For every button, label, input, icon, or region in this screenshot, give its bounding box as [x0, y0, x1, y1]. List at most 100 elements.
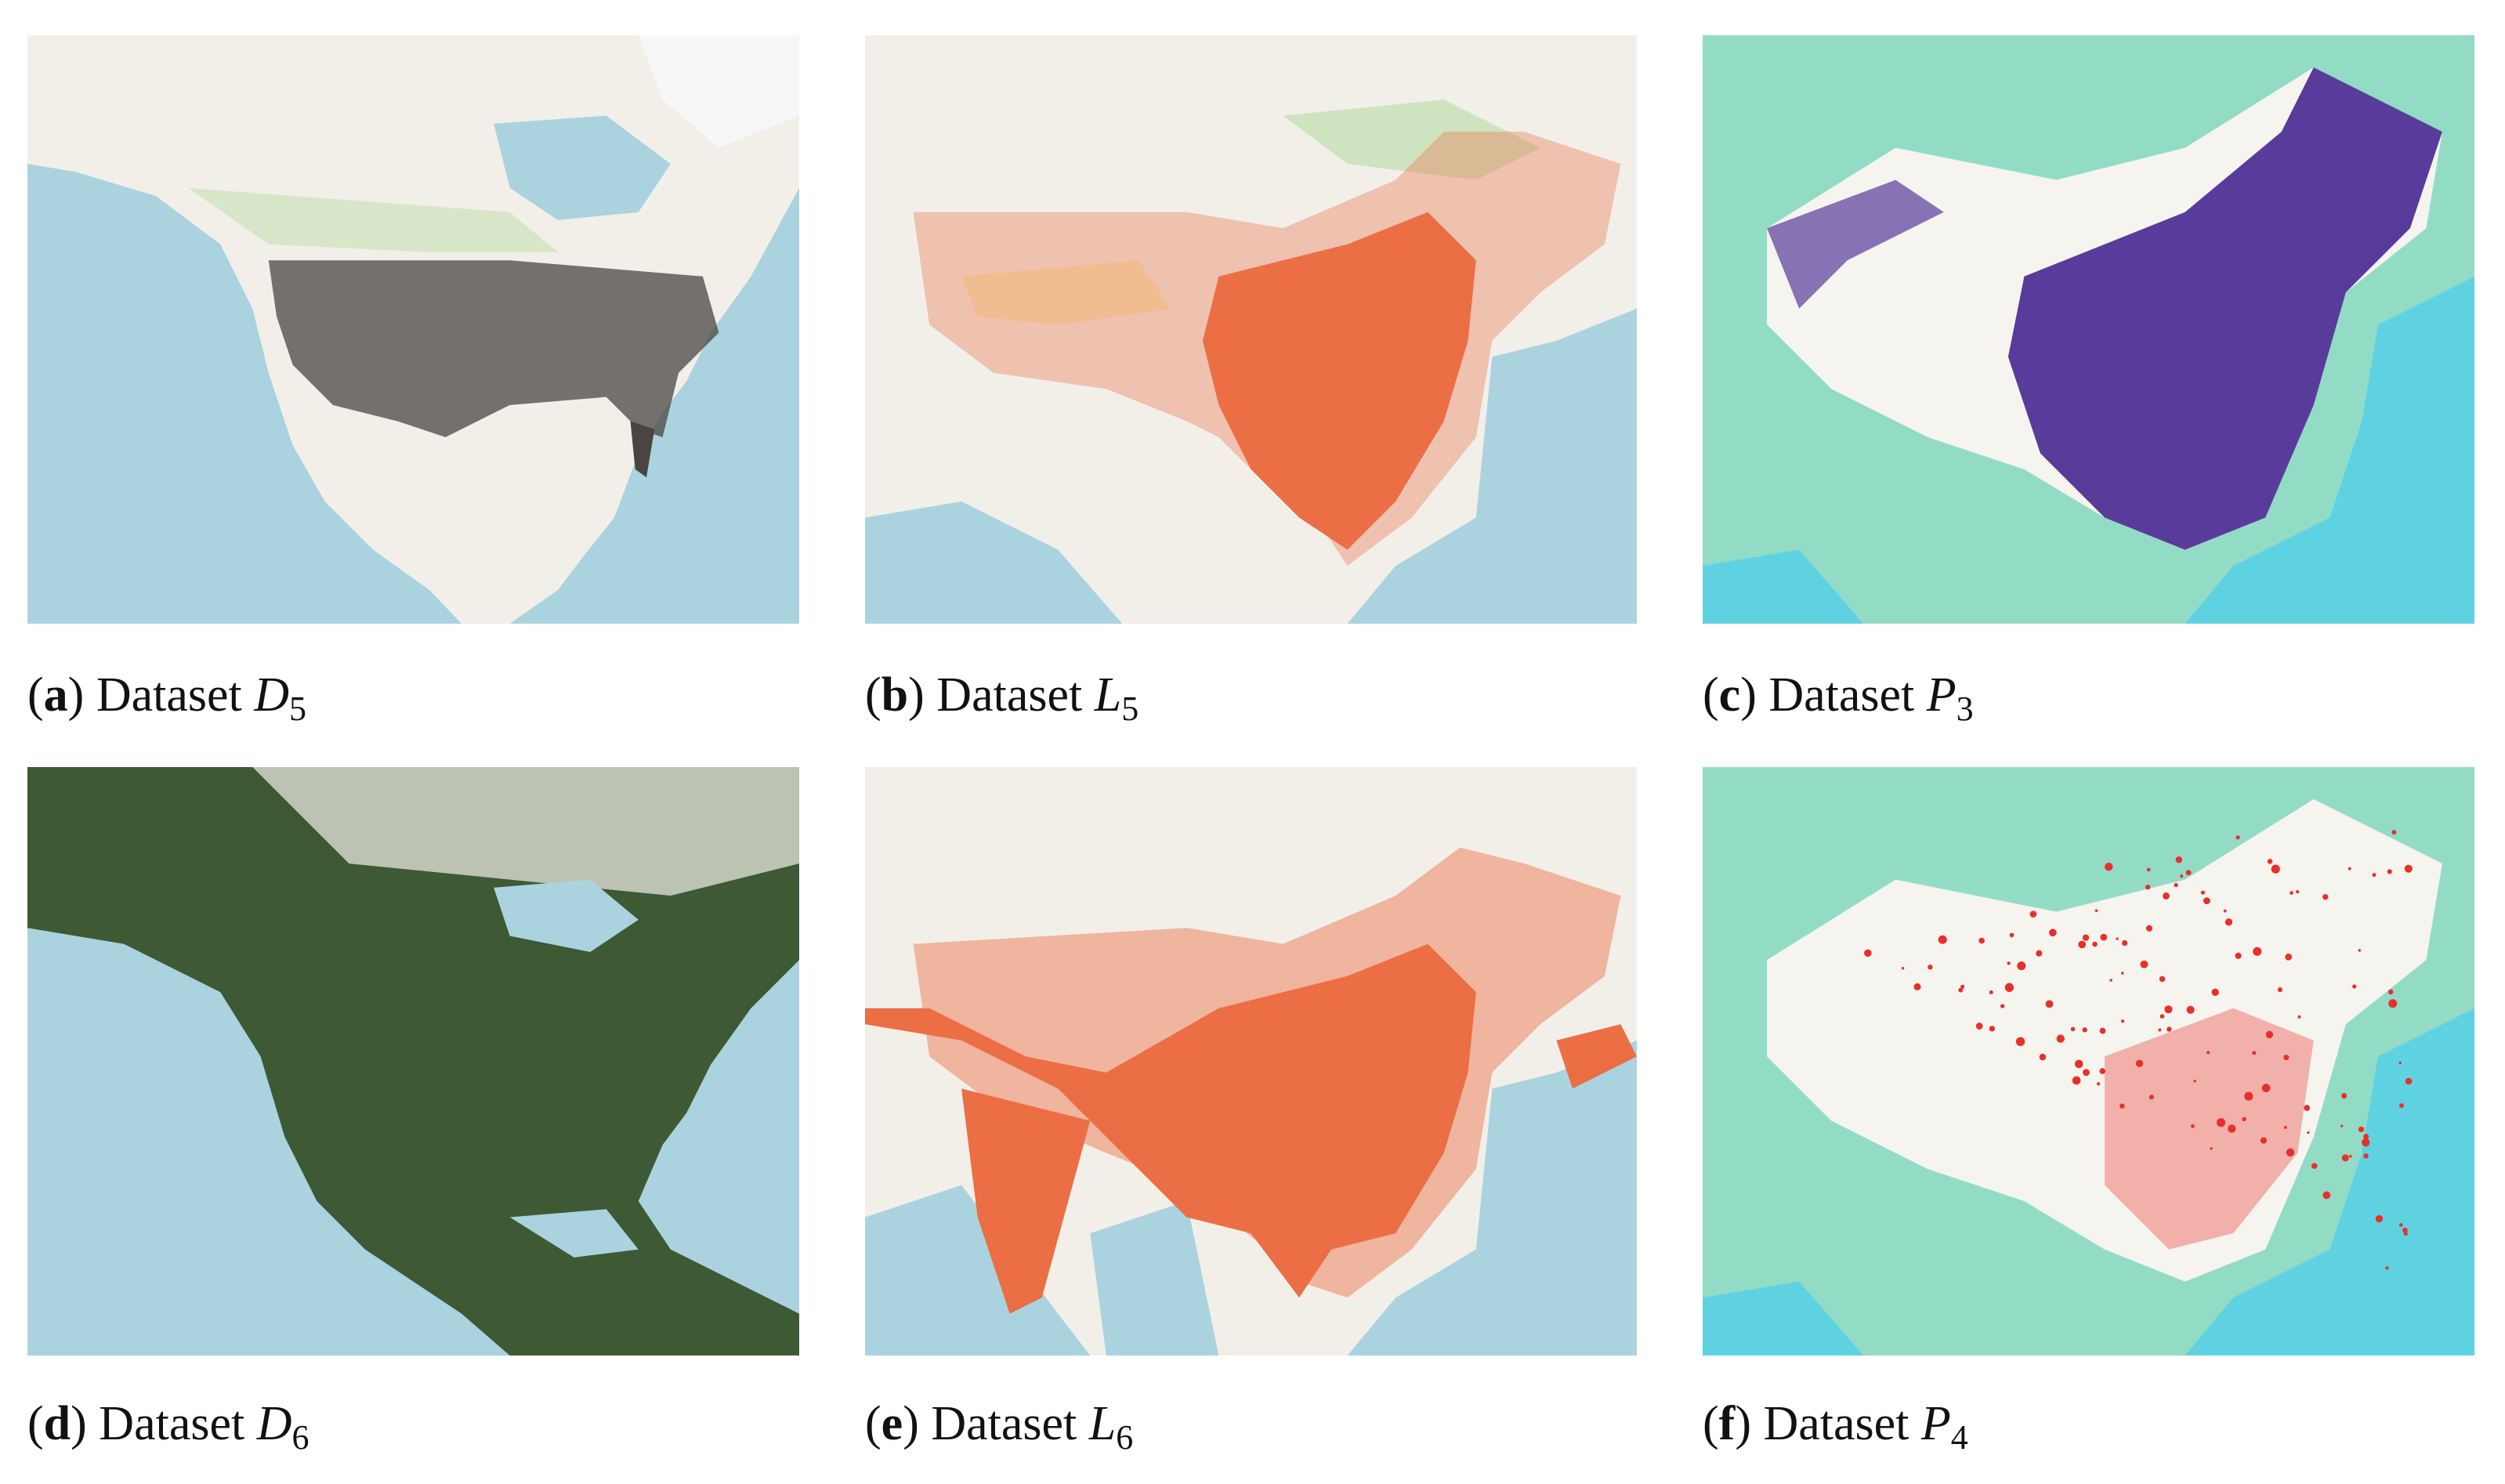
map-dot [2348, 867, 2351, 870]
map-panel-d [27, 767, 799, 1356]
data-points [268, 260, 719, 437]
map-dot [1864, 949, 1872, 957]
subscript: 6 [291, 1418, 310, 1457]
map-dot [2186, 1005, 2195, 1014]
sea [1703, 1281, 1864, 1356]
sea [1347, 1040, 1637, 1356]
paren: ( [1703, 1397, 1719, 1450]
map-dot [2009, 932, 2014, 938]
map-dot [2200, 890, 2206, 895]
map-dot [2228, 1124, 2236, 1133]
map-dot [2290, 891, 2293, 895]
paren: ( [1703, 668, 1719, 722]
sea [2185, 276, 2474, 624]
map-dot [2145, 925, 2153, 932]
map-dot [2283, 1125, 2287, 1129]
map-dot [2100, 933, 2108, 941]
map-dot [2119, 1103, 2125, 1109]
map-dot [2175, 856, 2183, 863]
subfig-label: f [1718, 1397, 1736, 1450]
symbol: L [1094, 668, 1122, 722]
map-dot [2405, 1077, 2413, 1085]
map-dot [2017, 961, 2026, 971]
map-dot [2083, 1069, 2090, 1077]
caption-text: Dataset [936, 668, 1083, 722]
map-dot [2242, 1117, 2246, 1122]
map-dot [2296, 890, 2300, 894]
paren: ( [865, 1397, 881, 1450]
data-dense [1202, 212, 1476, 550]
map-dot [2116, 937, 2119, 940]
symbol: P [1926, 668, 1957, 722]
map-dot [2286, 1148, 2295, 1157]
map-dot [2135, 1059, 2144, 1068]
map-dot [2363, 1134, 2369, 1140]
map-dot [2163, 892, 2170, 899]
caption: (a) Dataset D5 [27, 668, 306, 729]
map-dot [2283, 1055, 2290, 1061]
map-dot [2223, 909, 2227, 913]
sea [1090, 1201, 1219, 1356]
map-dot [2297, 1015, 2301, 1019]
map-dot [2148, 1095, 2154, 1100]
symbol: D [256, 1397, 292, 1450]
map-dot [2159, 975, 2166, 983]
subscript: 3 [1956, 690, 1974, 728]
map-dot [2180, 874, 2184, 878]
map-dot [2307, 1131, 2310, 1135]
data-dense [865, 943, 1476, 1298]
map-dot [2072, 1076, 2081, 1085]
map-dot [2007, 961, 2011, 965]
map-dot [1942, 939, 1946, 943]
map-dot [2206, 1051, 2210, 1055]
map-dot [2193, 1079, 2196, 1083]
data-points [1767, 179, 1944, 309]
symbol: L [1088, 1397, 1117, 1450]
paren: ) [1740, 668, 1757, 722]
map-dot [2358, 1126, 2365, 1133]
map-dot [2362, 1138, 2370, 1147]
data-dense [961, 1088, 1091, 1314]
map-dot [2159, 1014, 2165, 1019]
map-dot [1978, 937, 1985, 944]
map-dot [2029, 910, 2037, 918]
symbol: D [254, 668, 290, 722]
caption-text: Dataset [931, 1397, 1077, 1450]
hudson-bay [494, 879, 639, 952]
map-dot [2082, 934, 2090, 941]
map-dot [2216, 1118, 2226, 1127]
map-dot [2191, 1124, 2195, 1128]
map-dot [2388, 999, 2398, 1008]
map-dot [2285, 954, 2293, 961]
map-dot [2036, 950, 2043, 957]
caption-text: Dataset [1768, 668, 1915, 722]
map-dot [2109, 979, 2112, 982]
sea [865, 501, 1123, 624]
map-dot [2235, 835, 2240, 840]
land [252, 767, 799, 896]
map-dot [2105, 862, 2113, 871]
map-dot [2304, 1105, 2311, 1111]
map-dot [2403, 1231, 2408, 1236]
forest [188, 187, 559, 253]
map-dot [1989, 990, 1993, 994]
sea [865, 1185, 1091, 1356]
map-dot [2352, 984, 2357, 989]
sea [1703, 549, 1864, 624]
map-panel-e [865, 767, 1637, 1356]
map-dot [2203, 897, 2210, 905]
map-dot [2322, 894, 2329, 900]
subfig-label: e [881, 1397, 903, 1450]
subfig-label: b [881, 668, 909, 722]
map-dot [1928, 965, 1933, 970]
gulf [509, 1209, 639, 1258]
paren: ( [865, 668, 881, 722]
map-panel-a [27, 35, 799, 624]
map-dot [2078, 940, 2087, 949]
map-dot [2398, 1061, 2402, 1065]
map-dot [2224, 918, 2233, 926]
map-dot [2099, 1027, 2106, 1034]
map-dot [2387, 869, 2392, 874]
country [1767, 799, 2442, 1282]
